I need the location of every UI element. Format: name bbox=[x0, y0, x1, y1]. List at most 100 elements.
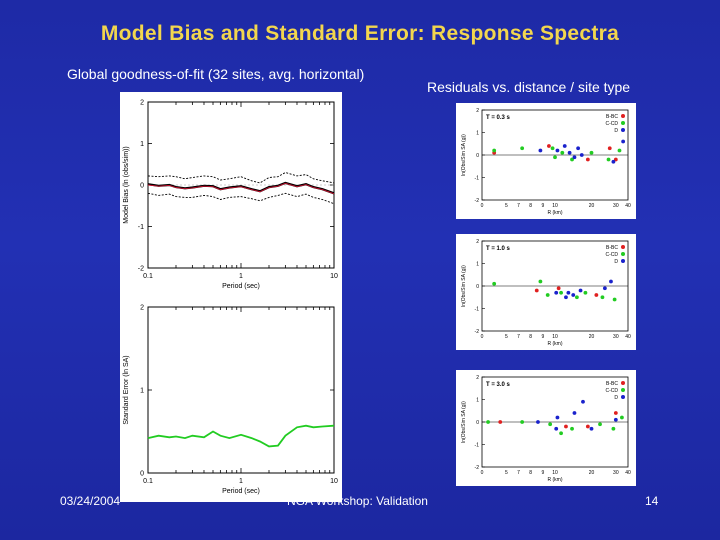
x-tick-label: 30 bbox=[613, 470, 619, 476]
residual-point bbox=[611, 426, 616, 431]
y-axis-label: Model Bias (ln (obs/sim)) bbox=[123, 146, 130, 223]
legend-label: C-CD bbox=[606, 121, 619, 127]
y-tick-label: 2 bbox=[140, 305, 144, 312]
y-tick-label: -2 bbox=[475, 198, 480, 204]
x-tick-label: 10 bbox=[552, 470, 558, 476]
legend-label: D bbox=[614, 259, 618, 265]
residual-point bbox=[570, 157, 574, 162]
y-tick-label: 0 bbox=[476, 284, 479, 290]
residual-point bbox=[572, 411, 577, 415]
y-axis-label: ln(Obs/Sim SA (g)) bbox=[461, 401, 467, 443]
residual-point bbox=[520, 420, 525, 424]
legend-marker bbox=[621, 252, 625, 256]
plot-frame bbox=[147, 306, 335, 474]
residual-chart-t30: 210-1-20 5 7 8 9 10 20 30 40R (km)ln(Obs/Sim SA … bbox=[461, 375, 631, 483]
y-tick-label: 0 bbox=[140, 183, 144, 190]
residual-point bbox=[607, 146, 612, 151]
legend-label: B-BC bbox=[606, 245, 618, 251]
residual-point bbox=[585, 157, 590, 162]
legend-label: B-BC bbox=[606, 114, 618, 120]
y-tick-label: 2 bbox=[476, 239, 479, 245]
mean-line bbox=[147, 182, 335, 195]
residual-point bbox=[548, 422, 553, 427]
residual-point bbox=[550, 146, 555, 151]
x-tick-label: 5 bbox=[505, 470, 508, 476]
footer-date: 03/24/2004 bbox=[60, 494, 121, 508]
y-tick-label: 0 bbox=[476, 420, 479, 426]
residual-point bbox=[553, 155, 557, 160]
x-tick-label: 0.1 bbox=[143, 478, 153, 485]
legend-label: D bbox=[614, 128, 618, 134]
residual-point bbox=[594, 293, 599, 297]
residual-point bbox=[617, 148, 622, 153]
y-tick-label: -1 bbox=[475, 307, 480, 313]
x-tick-label: 9 bbox=[541, 203, 544, 209]
y-tick-label: -1 bbox=[475, 176, 480, 182]
x-tick-label: 20 bbox=[589, 470, 595, 476]
y-tick-label: -1 bbox=[138, 224, 144, 231]
legend-marker bbox=[621, 395, 625, 399]
upper-line bbox=[147, 172, 335, 184]
residual-point bbox=[559, 431, 563, 436]
period-annotation: T = 1.0 s bbox=[486, 246, 511, 252]
footer-event: NGA Workshop: Validation bbox=[287, 494, 428, 508]
resid2-panel: 2 1 0 -1 -2 0 5 7 8 9 10 20 30 40 R (km) ln(Obs/Sim SA … bbox=[456, 234, 636, 350]
residual-point bbox=[547, 144, 551, 148]
residual-point bbox=[567, 150, 572, 155]
residual-point bbox=[611, 159, 616, 164]
y-tick-label: 2 bbox=[140, 100, 144, 107]
y-tick-label: 1 bbox=[140, 141, 144, 148]
residual-point bbox=[492, 281, 497, 286]
residual-point bbox=[571, 293, 576, 297]
x-tick-label: 10 bbox=[552, 334, 558, 340]
x-tick-label: 10 bbox=[552, 203, 558, 209]
residual-chart-t10: 210-1-20 5 7 8 9 10 20 30 40R (km)ln(Obs/Sim SA … bbox=[461, 239, 631, 347]
legend-marker bbox=[621, 388, 625, 392]
residual-point bbox=[554, 426, 559, 431]
x-tick-label: 0 bbox=[481, 203, 484, 209]
residual-point bbox=[559, 290, 563, 295]
residual-chart-t03: 210-1-20 5 7 8 9 10 20 30 40R (km)ln(Obs/Sim SA … bbox=[461, 108, 631, 216]
residual-point bbox=[612, 297, 617, 302]
y-tick-label: 0 bbox=[476, 153, 479, 159]
legend-label: D bbox=[614, 395, 618, 401]
y-axis-label: Standard Error (ln SA) bbox=[123, 355, 130, 424]
x-tick-label: 40 bbox=[625, 334, 631, 340]
residual-point bbox=[583, 290, 588, 295]
residual-point bbox=[545, 293, 550, 297]
period-annotation: T = 3.0 s bbox=[486, 382, 511, 388]
y-tick-label: 1 bbox=[476, 131, 479, 137]
residual-point bbox=[536, 420, 540, 424]
legend-marker bbox=[621, 114, 625, 118]
residual-point bbox=[613, 417, 618, 422]
x-axis-label: R (km) bbox=[548, 210, 563, 216]
residual-point bbox=[589, 426, 594, 431]
residual-point bbox=[613, 157, 618, 162]
residual-point bbox=[589, 150, 594, 155]
legend-marker bbox=[621, 381, 625, 385]
stderr-line bbox=[147, 424, 335, 448]
x-tick-label: 40 bbox=[625, 203, 631, 209]
residual-point bbox=[620, 415, 624, 420]
x-axis-label: R (km) bbox=[548, 477, 563, 483]
residual-point bbox=[575, 295, 579, 300]
residual-point bbox=[609, 279, 613, 284]
residual-point bbox=[534, 288, 539, 293]
residual-point bbox=[555, 415, 560, 420]
y-tick-label: 1 bbox=[476, 398, 479, 404]
residual-point bbox=[562, 144, 567, 148]
residual-point bbox=[606, 157, 611, 162]
x-tick-label: 7 bbox=[517, 203, 520, 209]
x-tick-label: 20 bbox=[589, 334, 595, 340]
footer-page-number: 14 bbox=[645, 494, 659, 508]
residual-point bbox=[602, 286, 607, 291]
residual-point bbox=[600, 295, 605, 300]
y-tick-label: -2 bbox=[475, 329, 480, 335]
legend-marker bbox=[621, 121, 625, 125]
residual-point bbox=[570, 426, 574, 431]
residual-point bbox=[613, 411, 618, 415]
residual-point bbox=[579, 153, 584, 157]
residual-point bbox=[520, 146, 525, 151]
residual-point bbox=[581, 399, 585, 404]
